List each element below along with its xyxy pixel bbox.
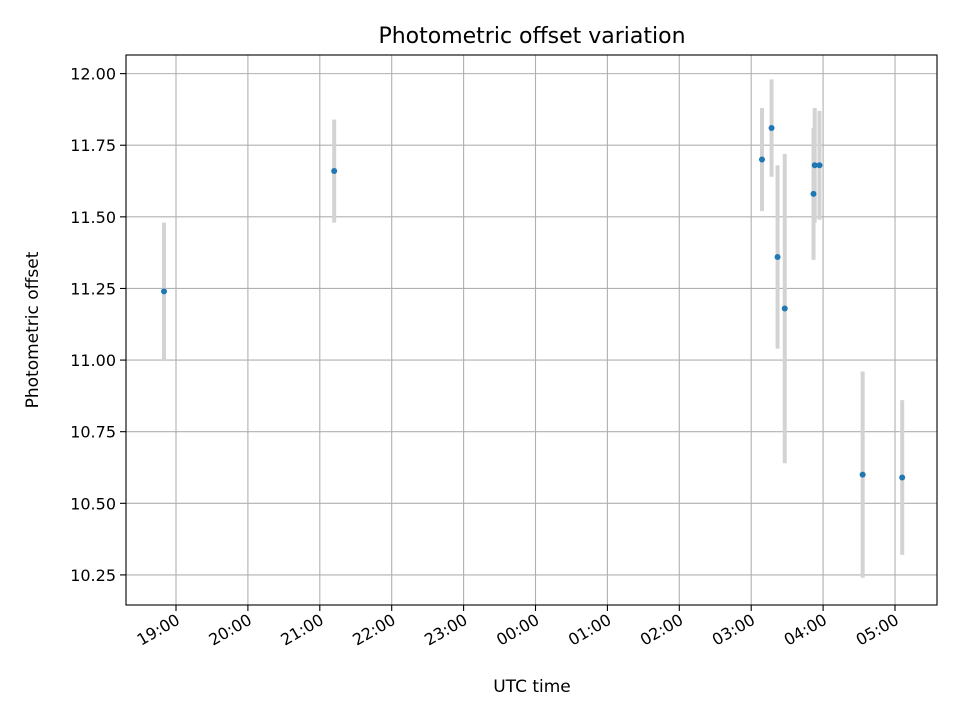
y-tick-label-11-75: 11.75	[70, 136, 116, 155]
x-tick-label-0300: 03:00	[709, 610, 758, 650]
data-points	[161, 125, 906, 481]
data-point-4	[768, 125, 775, 132]
x-axis-label: UTC time	[493, 677, 571, 697]
data-point-9	[816, 162, 823, 169]
data-point-5	[774, 253, 781, 260]
grid	[126, 55, 937, 605]
data-point-3	[758, 156, 765, 163]
y-axis-label: Photometric offset	[23, 251, 43, 408]
chart-title: Photometric offset variation	[378, 24, 685, 49]
data-point-11	[899, 474, 906, 481]
y-tick-label-11-00: 11.00	[70, 351, 116, 370]
x-tick-label-2200: 22:00	[349, 610, 398, 650]
x-tick-label-0100: 01:00	[565, 610, 614, 650]
x-tick-label-0200: 02:00	[637, 610, 686, 650]
y-tick-label-10-50: 10.50	[70, 494, 116, 513]
y-tick-label-11-50: 11.50	[70, 208, 116, 227]
y-tick-label-10-75: 10.75	[70, 423, 116, 442]
y-tick-label-11-25: 11.25	[70, 279, 116, 298]
data-point-8	[811, 162, 818, 169]
data-point-7	[810, 190, 817, 197]
data-point-1	[161, 288, 168, 295]
x-tick-label-0400: 04:00	[781, 610, 830, 650]
x-tick-label-2300: 23:00	[421, 610, 470, 650]
plot-frame	[125, 54, 938, 606]
data-point-6	[781, 305, 788, 312]
x-tick-label-0000: 00:00	[493, 610, 542, 650]
x-tick-label-0500: 05:00	[853, 610, 902, 650]
y-tick-label-12-00: 12.00	[70, 65, 116, 84]
x-axis-ticks: 19:00 20:00 21:00 22:00 23:00 00:00 01:00 02:00…	[134, 605, 902, 650]
data-point-10	[859, 471, 866, 478]
data-point-2	[331, 168, 338, 175]
y-axis-ticks: 10.25 10.50 10.75 11.00 11.25 11.50 11.75 12.00	[70, 65, 126, 585]
x-tick-label-1900: 19:00	[134, 610, 183, 650]
y-tick-label-10-25: 10.25	[70, 566, 116, 585]
x-tick-label-2000: 20:00	[205, 610, 254, 650]
x-tick-label-2100: 21:00	[277, 610, 326, 650]
